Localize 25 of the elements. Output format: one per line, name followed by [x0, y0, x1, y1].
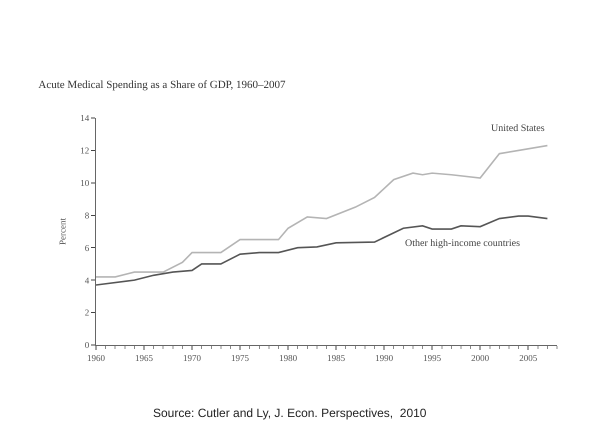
series-label: United States: [491, 123, 545, 134]
line-series: [96, 215, 548, 286]
y-tick-label: 4: [84, 275, 90, 286]
x-tick-label: 1990: [375, 352, 394, 363]
x-tick-label: 1960: [87, 352, 106, 363]
x-tick-label: 2005: [519, 352, 538, 363]
y-tick-label: 8: [84, 210, 90, 220]
x-tick-label: 1965: [135, 352, 154, 363]
y-tick-label: 6: [84, 242, 90, 253]
y-tick-label: 0: [84, 340, 90, 350]
line-series: [96, 144, 548, 278]
y-tick-label: 2: [84, 308, 90, 318]
y-tick-label: 14: [80, 113, 90, 124]
x-tick-label: 2000: [471, 352, 490, 363]
y-tick-label: 12: [80, 146, 90, 156]
x-tick-label: 1975: [231, 352, 250, 363]
y-tick-label: 10: [80, 178, 90, 188]
series-label: Other high-income countries: [405, 238, 520, 249]
x-tick-label: 1995: [423, 352, 442, 363]
source-note: Source: Cutler and Ly, J. Econ. Perspectives, 2010: [153, 406, 427, 420]
y-axis-title: Percent: [58, 218, 68, 245]
chart-title: Acute Medical Spending as a Share of GDP, 1960–2007: [38, 79, 286, 92]
x-tick-label: 1970: [183, 352, 202, 363]
x-tick-label: 1985: [327, 352, 346, 363]
x-tick-label: 1980: [279, 352, 298, 363]
